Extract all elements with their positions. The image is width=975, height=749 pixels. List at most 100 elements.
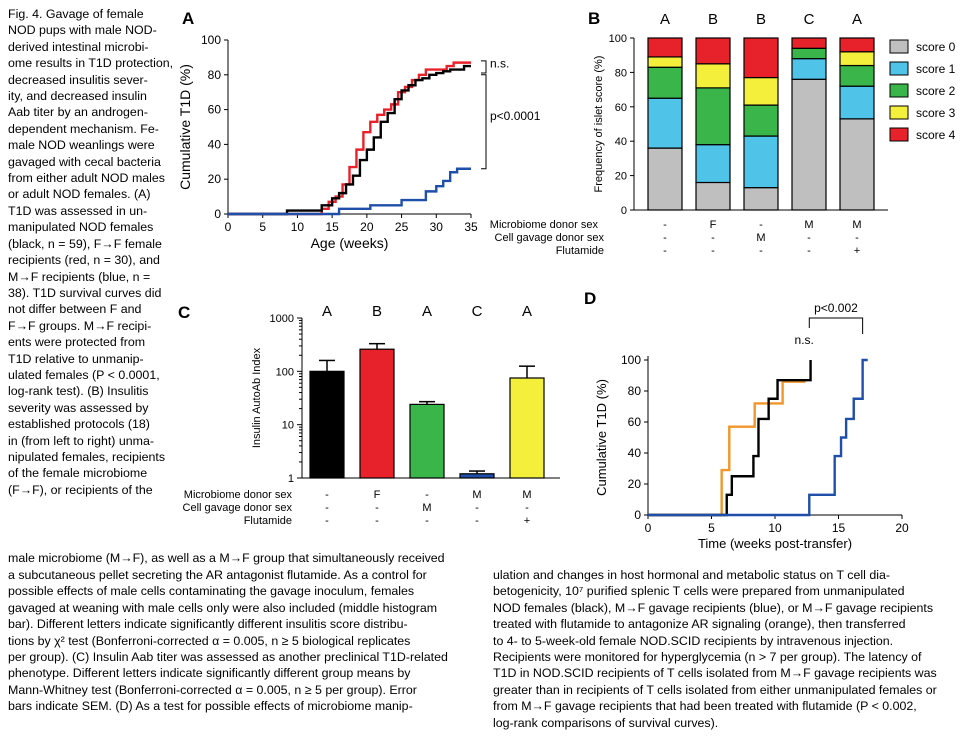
bar-segment-score3	[839, 51, 875, 67]
y-tick-label: 100	[201, 33, 221, 47]
caption-line: to 4- to 5-week-old female NOD.SCID reci…	[493, 633, 894, 648]
bar-segment-score2	[695, 87, 731, 146]
y-tick-label: 1	[288, 473, 294, 485]
group-letter: C	[472, 303, 483, 320]
x-tick-label: 20	[895, 521, 909, 535]
legend-label: score 2	[916, 84, 956, 98]
y-axis-label: Insulin AutoAb Index	[251, 347, 263, 448]
p-annotation: p<0.002	[814, 301, 858, 315]
y-tick-label: 40	[615, 136, 627, 148]
condition-value: -	[375, 515, 379, 527]
caption-line: phenotype. Different letters indicate si…	[8, 666, 411, 681]
condition-value: -	[663, 219, 667, 231]
caption-line: established protocols (18)	[8, 417, 150, 432]
x-axis-label: Age (weeks)	[311, 235, 389, 251]
condition-row-label: Cell gavage donor sex	[495, 232, 605, 244]
y-tick-label: 0	[634, 508, 641, 522]
survival-curve-black	[228, 64, 471, 216]
caption-line: ulation and changes in host hormonal and…	[493, 568, 890, 582]
x-axis-label: Time (weeks post-transfer)	[698, 536, 852, 551]
bar-segment-score4	[647, 37, 683, 58]
panel-a-chart: A 0 20 40 60 80 100 0 5 10 15 20 25 30 35 Age (weeks) Cu…	[177, 9, 541, 251]
condition-value: M	[804, 219, 813, 231]
bar	[359, 348, 395, 479]
caption-line: bar). Different letters indicate signifi…	[8, 617, 408, 632]
caption-line: gavaged at weaning with male cells only …	[8, 600, 438, 615]
x-tick-label: 30	[430, 220, 444, 234]
condition-row-label: Microbiome donor sex	[490, 219, 599, 231]
condition-value: +	[854, 245, 860, 257]
bar-segment-score2	[839, 64, 875, 87]
group-letter: A	[522, 303, 532, 320]
condition-value: -	[663, 232, 667, 244]
x-tick-label: 20	[360, 220, 374, 234]
caption-line: male NOD weanlings were	[8, 138, 155, 153]
p-bracket	[808, 317, 864, 334]
condition-value: M	[472, 489, 481, 501]
bar-segment-score0	[647, 147, 683, 211]
group-letter: C	[804, 11, 815, 28]
caption-line: F→F groups. M→F recipi-	[8, 318, 152, 333]
survival-curve-orange	[648, 380, 806, 517]
y-tick-label: 40	[208, 137, 222, 151]
p-bracket	[481, 74, 487, 170]
panel-label-d: D	[584, 289, 596, 308]
caption-line: gavaged with cecal bacteria	[8, 154, 161, 169]
figure-caption-bottom-left: a subcutaneous pellet secreting the AR a…	[8, 567, 478, 715]
legend-swatch-score3	[889, 105, 909, 120]
group-letter: A	[322, 303, 332, 320]
caption-line: not differ between F and	[8, 302, 142, 317]
bar-segment-score0	[839, 118, 875, 211]
bar-segment-score3	[695, 63, 731, 89]
bar-segment-score4	[791, 37, 827, 49]
bar-segment-score3	[743, 76, 779, 106]
caption-line: ome results in T1D protection,	[8, 56, 174, 71]
y-tick-label: 10	[282, 420, 294, 432]
legend-label: score 0	[916, 40, 956, 54]
x-tick-label: 15	[325, 220, 339, 234]
condition-value: -	[325, 502, 329, 514]
ns-annotation: n.s.	[795, 333, 814, 347]
panel-d-chart: D 0 20 40 60 80 100 0 5 10 15 20 Time (weeks post-tr…	[584, 289, 909, 551]
condition-value: +	[524, 515, 530, 527]
condition-row-label: Microbiome donor sex	[184, 489, 293, 501]
y-tick-label: 1000	[270, 313, 294, 325]
figure-caption-continued: male microbiome (M→F), as well as a M→F …	[8, 551, 445, 565]
bar-segment-score4	[839, 37, 875, 53]
legend-swatch-score4	[889, 127, 909, 142]
y-tick-label: 0	[621, 205, 627, 217]
condition-value: -	[375, 502, 379, 514]
caption-line: from either adult NOD males	[8, 171, 166, 186]
condition-value: -	[855, 232, 859, 244]
legend-swatch-score1	[889, 61, 909, 76]
panel-b-chart: B 0 20 40 60 80 100 Frequency of islet score (%…	[490, 9, 956, 257]
caption-line: ents were protected from	[8, 335, 146, 350]
y-axis-label: Cumulative T1D (%)	[594, 379, 609, 496]
survival-curve-black	[648, 360, 812, 517]
survival-curve-blue	[648, 358, 868, 517]
caption-line: T1D was assessed in un-	[8, 203, 148, 218]
caption-line: Aab titer by an androgen-	[8, 105, 148, 120]
caption-line: 38). T1D survival curves did	[8, 285, 162, 300]
caption-line: Fig. 4. Gavage of female	[8, 7, 144, 21]
bar	[509, 377, 545, 479]
bar-segment-score1	[743, 135, 779, 189]
condition-value: M	[522, 489, 531, 501]
caption-line: NOD females (black), M→F gavage recipien…	[493, 600, 934, 615]
bar-segment-score4	[695, 37, 731, 65]
caption-line: derived intestinal microbi-	[8, 39, 149, 54]
caption-line: T1D in NOD.SCID recipients of T cells is…	[493, 666, 937, 681]
caption-line: in (from left to right) unma-	[8, 433, 154, 448]
condition-value: -	[807, 232, 811, 244]
caption-line: from M→F gavage recipients that had been…	[493, 699, 917, 714]
caption-line: (black, n = 59), F→F female	[8, 236, 162, 251]
condition-value: M	[852, 219, 861, 231]
condition-value: M	[422, 502, 431, 514]
bar-segment-score3	[647, 56, 683, 68]
caption-line: recipients (red, n = 30), and	[8, 253, 160, 268]
condition-value: -	[807, 245, 811, 257]
panel-label-a: A	[182, 9, 194, 28]
bar-segment-score0	[743, 187, 779, 211]
condition-value: -	[325, 515, 329, 527]
x-tick-label: 5	[259, 220, 266, 234]
